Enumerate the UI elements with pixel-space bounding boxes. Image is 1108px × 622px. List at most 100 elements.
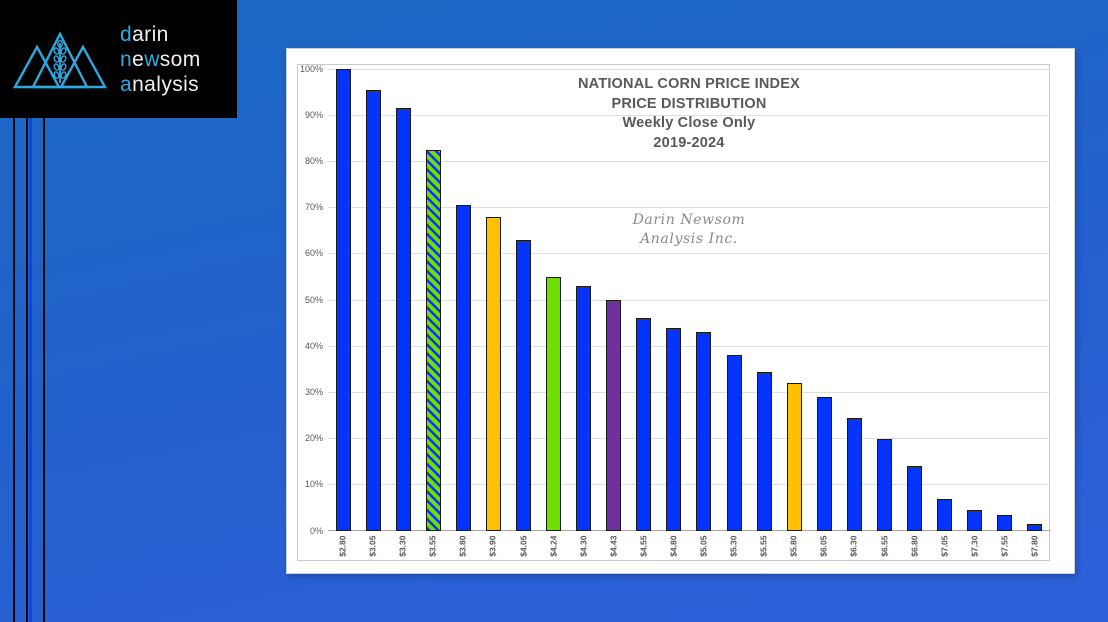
chart-title-line-3: Weekly Close Only <box>622 115 756 131</box>
decor-vline-blue <box>29 118 32 622</box>
bar-slot <box>508 69 538 531</box>
gridline-80% <box>328 160 1050 162</box>
y-tick-label-80%: 80% <box>304 155 323 166</box>
y-tick-label-60%: 60% <box>304 248 323 259</box>
y-tick-label-20%: 20% <box>304 433 323 444</box>
bar-slot <box>388 69 418 531</box>
bar-slot <box>659 69 689 531</box>
x-tick-label-$4.05: $4.05 <box>518 535 529 557</box>
bar-$6.05 <box>816 397 832 531</box>
bar-$4.80 <box>666 327 682 531</box>
bar-$4.30 <box>576 286 592 531</box>
y-tick-label-30%: 30% <box>304 386 323 397</box>
gridline-20% <box>328 438 1050 440</box>
x-tick-label-$4.24: $4.24 <box>548 535 559 557</box>
decor-vline-black-2 <box>26 118 28 622</box>
x-tick-label-$7.55: $7.55 <box>999 535 1010 557</box>
y-tick-label-40%: 40% <box>304 340 323 351</box>
x-tick-label-$6.80: $6.80 <box>909 535 920 557</box>
bar-$3.90 <box>485 216 501 531</box>
y-tick-label-50%: 50% <box>304 294 323 305</box>
bar-$6.80 <box>907 466 923 531</box>
bar-slot <box>899 69 929 531</box>
bar-slot <box>569 69 599 531</box>
logo: darin newsom analysis <box>0 0 237 118</box>
bar-$3.80 <box>455 205 471 531</box>
chart-panel: 0% 10% 20% 30% 40% 50% 60% 70% 80% 90% 100% $2.80 $… <box>286 48 1075 574</box>
bar-$7.30 <box>967 510 983 531</box>
bar-$6.55 <box>876 438 892 531</box>
bar-slot <box>629 69 659 531</box>
bar-$5.30 <box>726 355 742 531</box>
x-axis-line <box>328 530 1050 531</box>
bar-slot <box>990 69 1020 531</box>
logo-letter: nalysis <box>132 72 200 96</box>
bar-$7.80 <box>1027 524 1043 531</box>
decor-vline-black-1 <box>13 118 15 622</box>
chart-title-line-4: 2019-2024 <box>653 134 725 151</box>
gridline-70% <box>328 207 1050 209</box>
bar-slot <box>809 69 839 531</box>
bar-slot <box>930 69 960 531</box>
bar-$5.55 <box>756 371 772 531</box>
bar-$5.80 <box>786 383 802 531</box>
chart-title-line-1: NATIONAL CORN PRICE INDEX <box>578 76 800 92</box>
y-tick-label-70%: 70% <box>304 202 323 213</box>
logo-letter-accent: a <box>120 72 133 96</box>
x-tick-label-$4.80: $4.80 <box>668 535 679 557</box>
bar-$3.05 <box>365 89 381 531</box>
logo-letter: som <box>159 47 201 71</box>
x-tick-label-$4.43: $4.43 <box>608 535 619 557</box>
bar-slot <box>358 69 388 531</box>
watermark-line-1: Darin Newsom <box>632 212 746 228</box>
bar-$7.55 <box>997 514 1013 531</box>
x-tick-label-$3.30: $3.30 <box>397 535 408 557</box>
bar-$2.80 <box>335 69 351 531</box>
bar-slot <box>960 69 990 531</box>
bar-$4.05 <box>516 239 531 531</box>
y-tick-label-100%: 100% <box>299 63 323 74</box>
logo-letter-accent: w <box>144 47 160 71</box>
bar-$4.24 <box>546 276 562 531</box>
y-tick-label-90%: 90% <box>304 109 323 120</box>
bar-slot <box>539 69 569 531</box>
x-tick-label-$7.30: $7.30 <box>969 535 980 557</box>
bar-slot <box>599 69 629 531</box>
bar-$3.30 <box>395 108 411 531</box>
bars-layer <box>328 69 1050 531</box>
bar-slot <box>328 69 358 531</box>
bar-slot <box>478 69 508 531</box>
x-tick-label-$4.30: $4.30 <box>578 535 589 557</box>
x-tick-label-$3.80: $3.80 <box>457 535 468 557</box>
bar-slot <box>779 69 809 531</box>
x-tick-label-$2.80: $2.80 <box>337 535 348 557</box>
gridline-90% <box>328 114 1050 116</box>
x-tick-label-$6.30: $6.30 <box>848 535 859 557</box>
x-tick-label-$3.90: $3.90 <box>487 535 498 557</box>
gridline-100% <box>328 68 1050 70</box>
chart-area-border <box>297 64 1050 561</box>
x-tick-label-$4.55: $4.55 <box>638 535 649 557</box>
chart-title: NATIONAL CORN PRICE INDEX PRICE DISTRIBU… <box>328 75 1050 153</box>
bar-$6.30 <box>846 417 862 531</box>
x-tick-label-$6.05: $6.05 <box>818 535 829 557</box>
bar-slot <box>689 69 719 531</box>
gridline-50% <box>328 299 1050 301</box>
logo-word: darin <box>120 22 201 47</box>
bar-slot <box>418 69 448 531</box>
x-tick-label-$3.55: $3.55 <box>427 535 438 557</box>
plot-area <box>328 68 1050 531</box>
gridlines-layer <box>328 68 1050 531</box>
chart-title-line-2: PRICE DISTRIBUTION <box>611 95 767 112</box>
gridline-60% <box>328 253 1050 255</box>
bar-slot <box>749 69 779 531</box>
x-tick-label-$5.80: $5.80 <box>788 535 799 557</box>
bar-$3.55 <box>425 149 441 531</box>
logo-word: newsom <box>120 47 201 72</box>
logo-letter-accent: n <box>120 47 133 71</box>
logo-word: analysis <box>120 72 201 97</box>
bar-slot <box>448 69 478 531</box>
x-tick-label-$7.05: $7.05 <box>939 535 950 557</box>
watermark-line-2: Analysis Inc. <box>640 231 738 247</box>
logo-wordmark: darin newsom analysis <box>120 22 201 97</box>
